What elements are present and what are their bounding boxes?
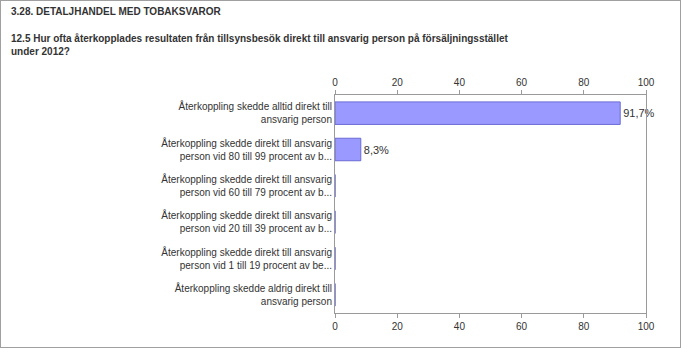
svg-text:Återkoppling skedde direkt til: Återkoppling skedde direkt till ansvarig… xyxy=(161,173,332,198)
svg-text:3.28. DETALJHANDEL MED TOBAKSV: 3.28. DETALJHANDEL MED TOBAKSVAROR xyxy=(11,6,222,17)
svg-text:91,7%: 91,7% xyxy=(623,107,654,119)
svg-text:80: 80 xyxy=(578,321,590,332)
svg-text:60: 60 xyxy=(516,77,528,88)
svg-text:100: 100 xyxy=(638,77,655,88)
svg-text:Återkoppling skedde direkt til: Återkoppling skedde direkt till ansvarig… xyxy=(161,246,332,271)
svg-text:Återkoppling skedde direkt til: Återkoppling skedde direkt till ansvarig… xyxy=(161,209,332,234)
svg-text:Återkoppling skedde aldrig dir: Återkoppling skedde aldrig direkt tillan… xyxy=(175,282,332,307)
svg-text:0: 0 xyxy=(332,321,338,332)
svg-text:12.5 Hur ofta återkopplades re: 12.5 Hur ofta återkopplades resultaten f… xyxy=(11,33,508,57)
svg-text:80: 80 xyxy=(578,77,590,88)
svg-text:60: 60 xyxy=(516,321,528,332)
svg-text:Återkoppling skedde direkt til: Återkoppling skedde direkt till ansvarig… xyxy=(161,137,332,162)
svg-text:20: 20 xyxy=(392,321,404,332)
svg-text:100: 100 xyxy=(638,321,655,332)
svg-text:40: 40 xyxy=(454,321,466,332)
svg-text:8,3%: 8,3% xyxy=(364,144,389,156)
svg-text:20: 20 xyxy=(392,77,404,88)
svg-text:40: 40 xyxy=(454,77,466,88)
svg-text:0: 0 xyxy=(332,77,338,88)
svg-text:Återkoppling skedde alltid dir: Återkoppling skedde alltid direkt tillan… xyxy=(179,100,332,125)
